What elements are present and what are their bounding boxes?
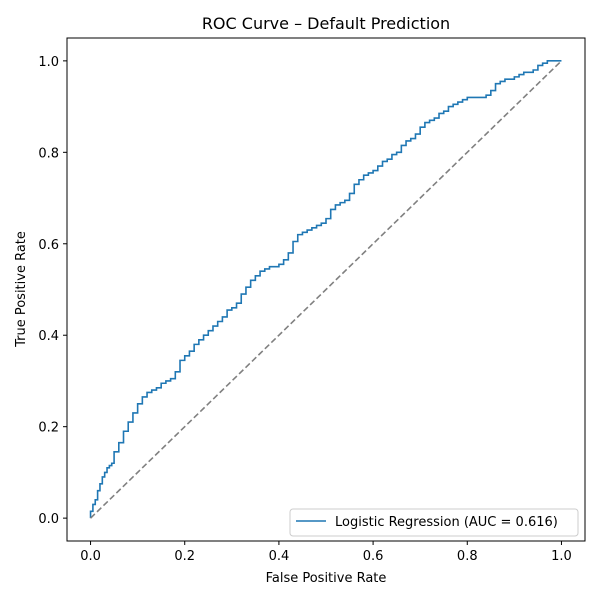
y-tick-label: 0.2 (38, 421, 59, 436)
y-tick-label: 0.0 (38, 512, 59, 527)
y-tick-label: 0.6 (38, 238, 59, 253)
roc-curve-line (89, 60, 562, 519)
y-tick-label: 0.8 (38, 146, 59, 161)
legend: Logistic Regression (AUC = 0.616) (289, 508, 579, 537)
x-tick-label: 0.6 (363, 549, 384, 564)
chance-diagonal-line (89, 60, 563, 519)
legend-entry-label: Logistic Regression (AUC = 0.616) (335, 515, 558, 530)
y-axis-label: True Positive Rate (14, 231, 29, 348)
chart-title: ROC Curve – Default Prediction (202, 14, 450, 33)
x-tick-label: 0.8 (457, 549, 478, 564)
x-tick-label: 0.2 (174, 549, 195, 564)
y-tick-label: 0.4 (38, 329, 59, 344)
x-axis-label: False Positive Rate (266, 571, 387, 586)
y-tick-label: 1.0 (38, 55, 59, 70)
x-tick-label: 0.4 (269, 549, 290, 564)
x-tick-label: 1.0 (551, 549, 572, 564)
x-tick-label: 0.0 (80, 549, 101, 564)
legend-box (289, 508, 579, 537)
axes-frame (66, 37, 586, 542)
axes: 0.0 0.2 0.4 0.6 0.8 1.0 0.0 0.2 0.4 0.6 0.8 1.0 (38, 37, 586, 564)
plot-area (89, 60, 563, 519)
